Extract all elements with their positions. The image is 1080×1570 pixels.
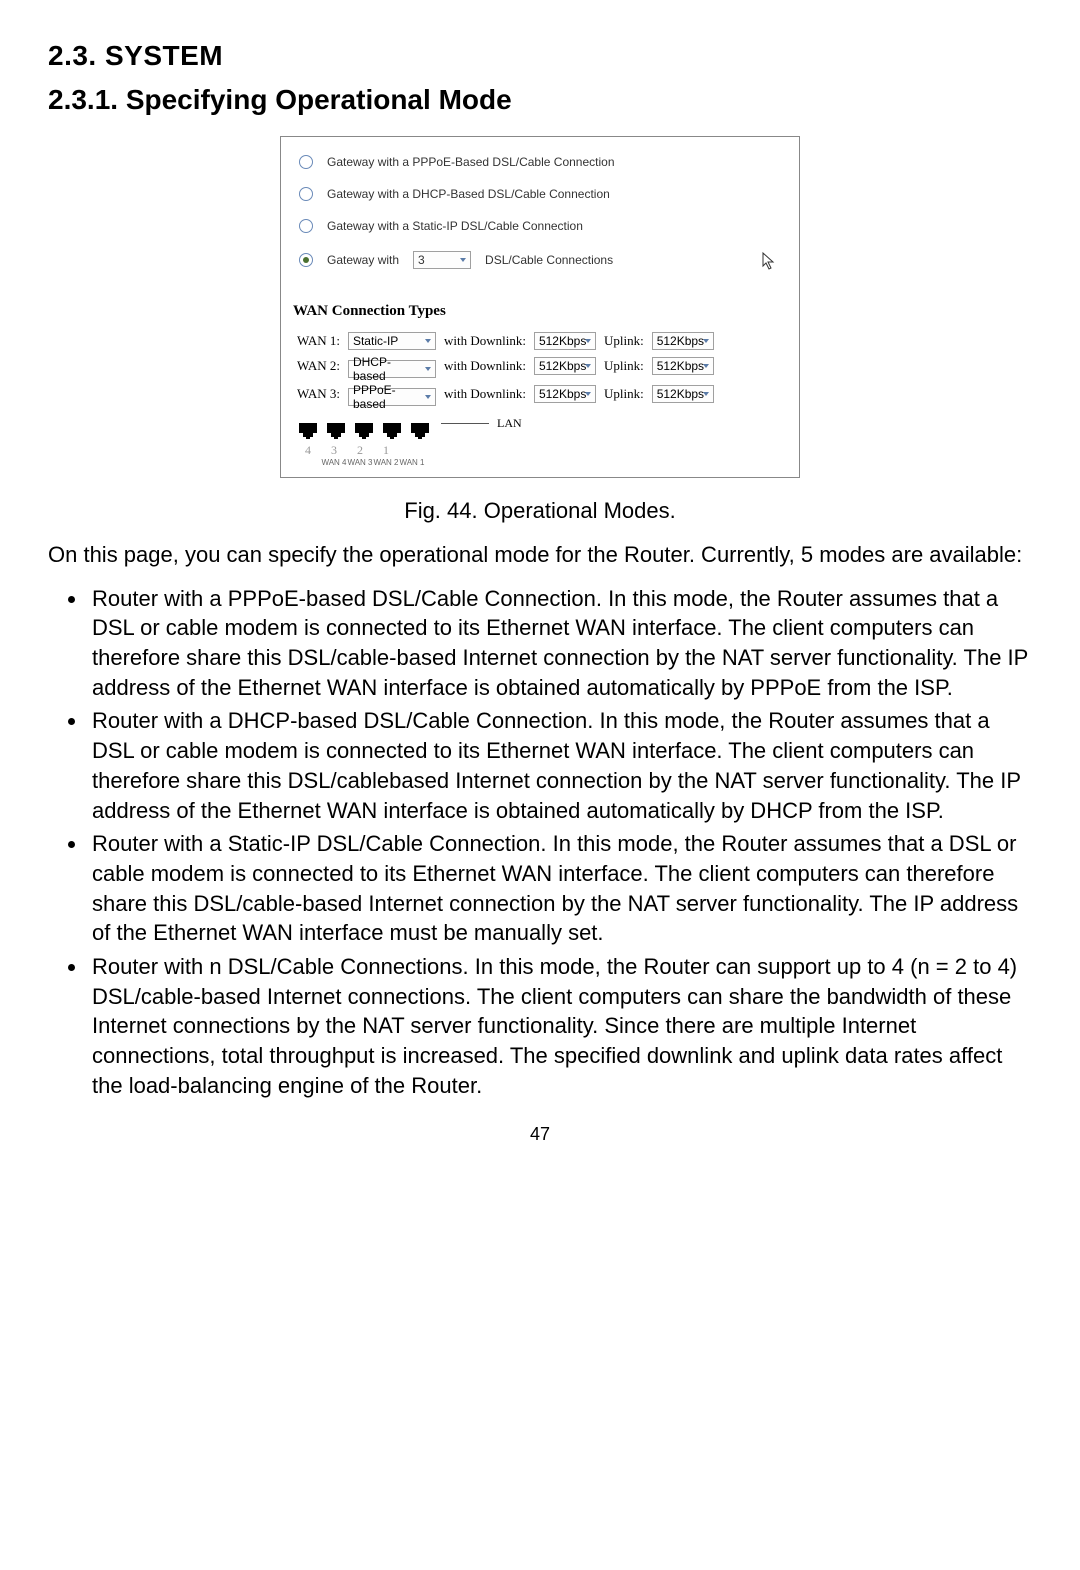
page-number: 47: [48, 1124, 1032, 1145]
downlink-select[interactable]: 512Kbps: [534, 357, 596, 375]
radio-icon: [299, 219, 313, 233]
wan-types-title: WAN Connection Types: [293, 303, 787, 320]
radio-icon: [299, 253, 313, 267]
uplink-select[interactable]: 512Kbps: [652, 357, 714, 375]
port-wan-label: WAN 3: [347, 458, 373, 467]
wan-name: WAN 1:: [293, 330, 344, 352]
uplink-select[interactable]: 512Kbps: [652, 385, 714, 403]
figure-caption: Fig. 44. Operational Modes.: [48, 498, 1032, 524]
radio-label: Gateway with a DHCP-Based DSL/Cable Conn…: [327, 187, 610, 201]
wan-connection-table: WAN 1: Static-IP with Downlink: 512Kbps …: [293, 330, 718, 408]
list-item: Router with n DSL/Cable Connections. In …: [88, 952, 1032, 1100]
ports-diagram: LAN 4 3 2 1 WAN 4 WAN 3 WAN 2 WAN 1: [293, 416, 787, 467]
downlink-select[interactable]: 512Kbps: [534, 332, 596, 350]
list-item: Router with a PPPoE-based DSL/Cable Conn…: [88, 584, 1032, 703]
radio-label: Gateway with a PPPoE-Based DSL/Cable Con…: [327, 155, 615, 169]
wan-name: WAN 3:: [293, 380, 344, 408]
wan-name: WAN 2:: [293, 352, 344, 380]
port-wan-label: WAN 4: [321, 458, 347, 467]
radio-label-prefix: Gateway with: [327, 253, 399, 267]
radio-icon: [299, 187, 313, 201]
port-number: 1: [373, 443, 399, 458]
connection-count-select[interactable]: 3: [413, 251, 471, 269]
ethernet-port-icon: [297, 421, 319, 441]
downlink-select[interactable]: 512Kbps: [534, 385, 596, 403]
radio-option-dhcp[interactable]: Gateway with a DHCP-Based DSL/Cable Conn…: [299, 187, 787, 201]
wan-type-select[interactable]: DHCP-based: [348, 360, 436, 378]
radio-option-pppoe[interactable]: Gateway with a PPPoE-Based DSL/Cable Con…: [299, 155, 787, 169]
figure-box: Gateway with a PPPoE-Based DSL/Cable Con…: [280, 136, 800, 478]
wan-type-select[interactable]: Static-IP: [348, 332, 436, 350]
port-number: 4: [295, 443, 321, 458]
uplink-select[interactable]: 512Kbps: [652, 332, 714, 350]
table-row: WAN 3: PPPoE-based with Downlink: 512Kbp…: [293, 380, 718, 408]
radio-option-multi[interactable]: Gateway with 3 DSL/Cable Connections: [299, 251, 787, 269]
port-wan-label: WAN 2: [373, 458, 399, 467]
ethernet-port-icon: [381, 421, 403, 441]
list-item: Router with a Static-IP DSL/Cable Connec…: [88, 829, 1032, 948]
ethernet-port-icon: [409, 421, 431, 441]
uplink-label: Uplink:: [600, 380, 648, 408]
table-row: WAN 1: Static-IP with Downlink: 512Kbps …: [293, 330, 718, 352]
list-item: Router with a DHCP-based DSL/Cable Conne…: [88, 706, 1032, 825]
mode-list: Router with a PPPoE-based DSL/Cable Conn…: [48, 584, 1032, 1101]
port-number: 3: [321, 443, 347, 458]
lan-line: [441, 423, 489, 424]
radio-label: Gateway with a Static-IP DSL/Cable Conne…: [327, 219, 583, 233]
subsection-heading: 2.3.1. Specifying Operational Mode: [48, 84, 1032, 116]
radio-option-static[interactable]: Gateway with a Static-IP DSL/Cable Conne…: [299, 219, 787, 233]
uplink-label: Uplink:: [600, 352, 648, 380]
ethernet-port-icon: [325, 421, 347, 441]
uplink-label: Uplink:: [600, 330, 648, 352]
table-row: WAN 2: DHCP-based with Downlink: 512Kbps…: [293, 352, 718, 380]
radio-icon: [299, 155, 313, 169]
port-wan-label: [295, 458, 321, 467]
downlink-label: with Downlink:: [440, 330, 530, 352]
intro-paragraph: On this page, you can specify the operat…: [48, 540, 1032, 570]
wan-type-select[interactable]: PPPoE-based: [348, 388, 436, 406]
lan-label: LAN: [497, 416, 522, 431]
port-number: 2: [347, 443, 373, 458]
section-heading: 2.3. SYSTEM: [48, 40, 1032, 72]
port-wan-label: WAN 1: [399, 458, 425, 467]
cursor-icon: [761, 251, 777, 276]
ethernet-port-icon: [353, 421, 375, 441]
radio-label-suffix: DSL/Cable Connections: [485, 253, 613, 267]
downlink-label: with Downlink:: [440, 380, 530, 408]
downlink-label: with Downlink:: [440, 352, 530, 380]
